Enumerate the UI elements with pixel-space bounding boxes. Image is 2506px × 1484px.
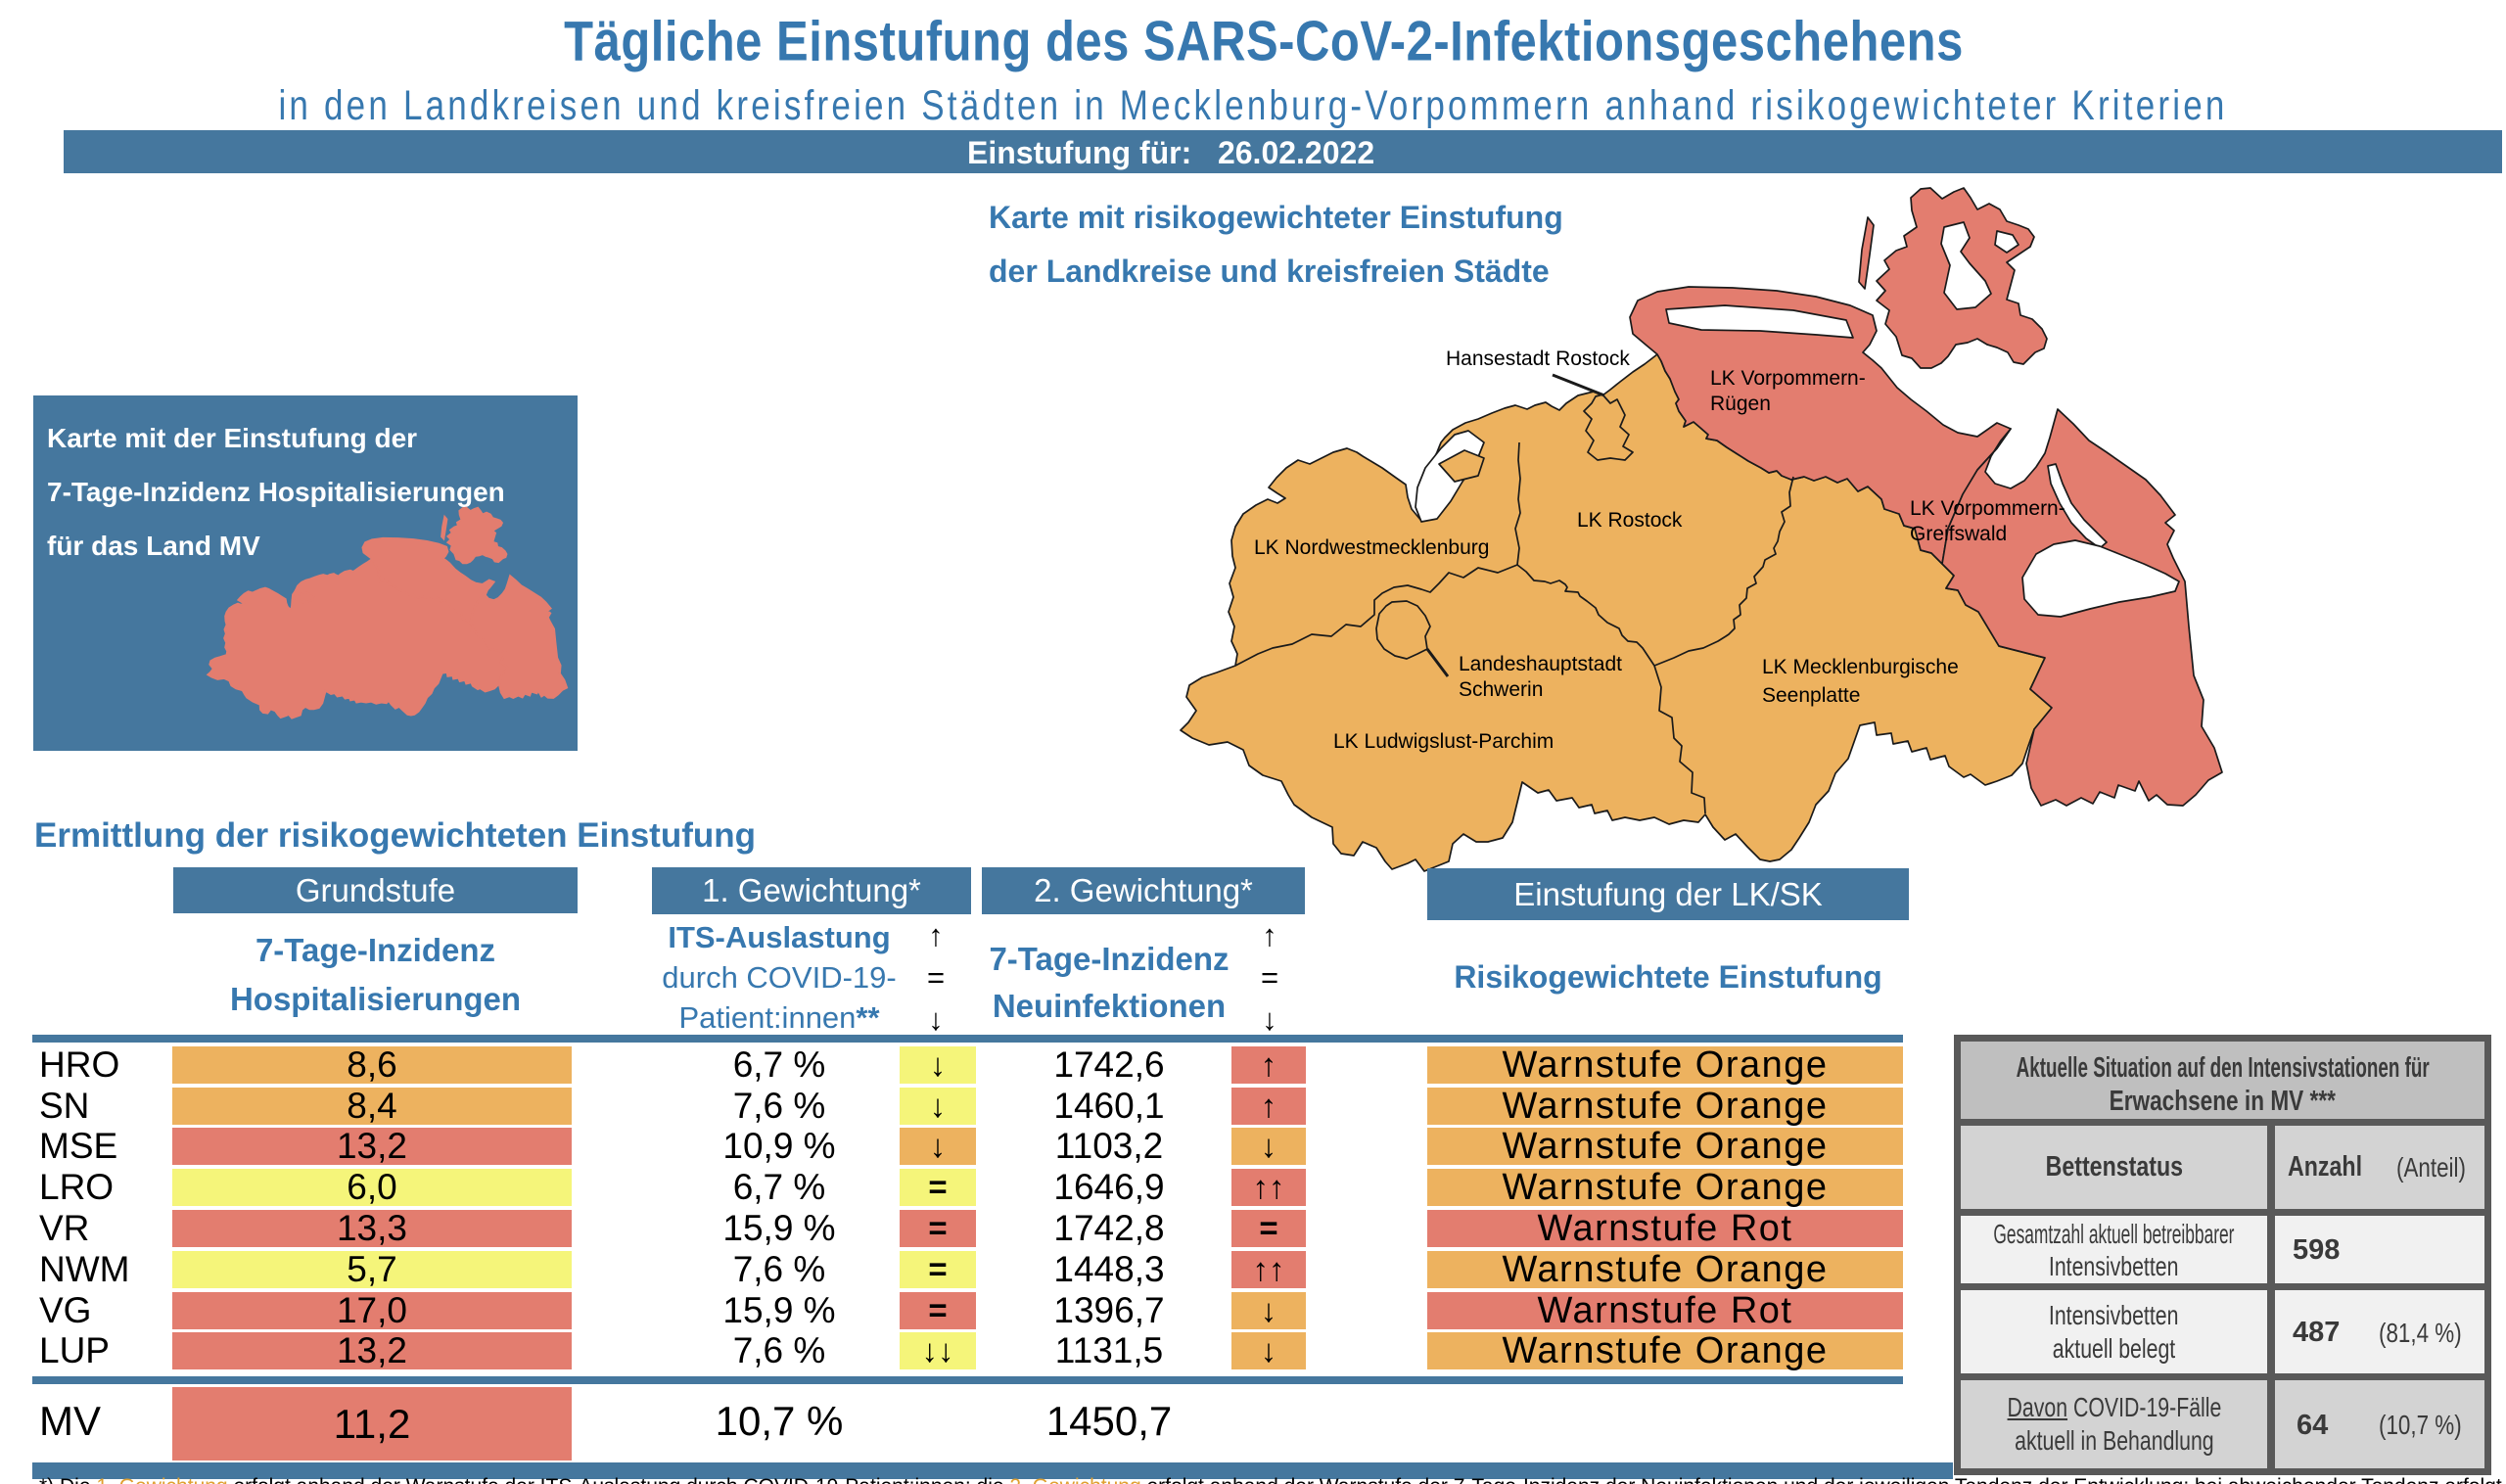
svg-text:LK Vorpommern-: LK Vorpommern-	[1710, 367, 1866, 390]
svg-text:LK Rostock: LK Rostock	[1577, 509, 1683, 532]
svg-text:Rügen: Rügen	[1710, 393, 1771, 415]
svg-text:LK Mecklenburgische: LK Mecklenburgische	[1762, 656, 1959, 678]
svg-text:Landeshauptstadt: Landeshauptstadt	[1459, 653, 1622, 675]
svg-text:LK Ludwigslust-Parchim: LK Ludwigslust-Parchim	[1333, 730, 1554, 753]
svg-text:Hansestadt Rostock: Hansestadt Rostock	[1446, 348, 1630, 370]
svg-text:Schwerin: Schwerin	[1459, 678, 1543, 701]
svg-text:LK Nordwestmecklenburg: LK Nordwestmecklenburg	[1254, 536, 1489, 559]
svg-text:LK Vorpommern-: LK Vorpommern-	[1910, 497, 2065, 520]
svg-text:Greifswald: Greifswald	[1910, 523, 2007, 545]
svg-text:Seenplatte: Seenplatte	[1762, 684, 1860, 707]
